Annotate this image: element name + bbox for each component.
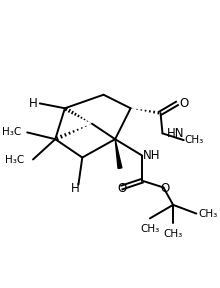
Text: O: O: [179, 97, 188, 110]
Text: CH₃: CH₃: [163, 229, 183, 239]
Text: H: H: [29, 96, 37, 109]
Text: O: O: [161, 182, 170, 195]
Text: CH₃: CH₃: [185, 135, 204, 145]
Polygon shape: [115, 139, 122, 168]
Text: O: O: [117, 182, 126, 195]
Text: H₃C: H₃C: [2, 127, 21, 137]
Text: CH₃: CH₃: [140, 224, 160, 234]
Text: NH: NH: [143, 149, 161, 162]
Text: H: H: [71, 182, 80, 195]
Text: HN: HN: [167, 127, 185, 140]
Text: CH₃: CH₃: [198, 209, 218, 219]
Text: H₃C: H₃C: [5, 156, 24, 165]
